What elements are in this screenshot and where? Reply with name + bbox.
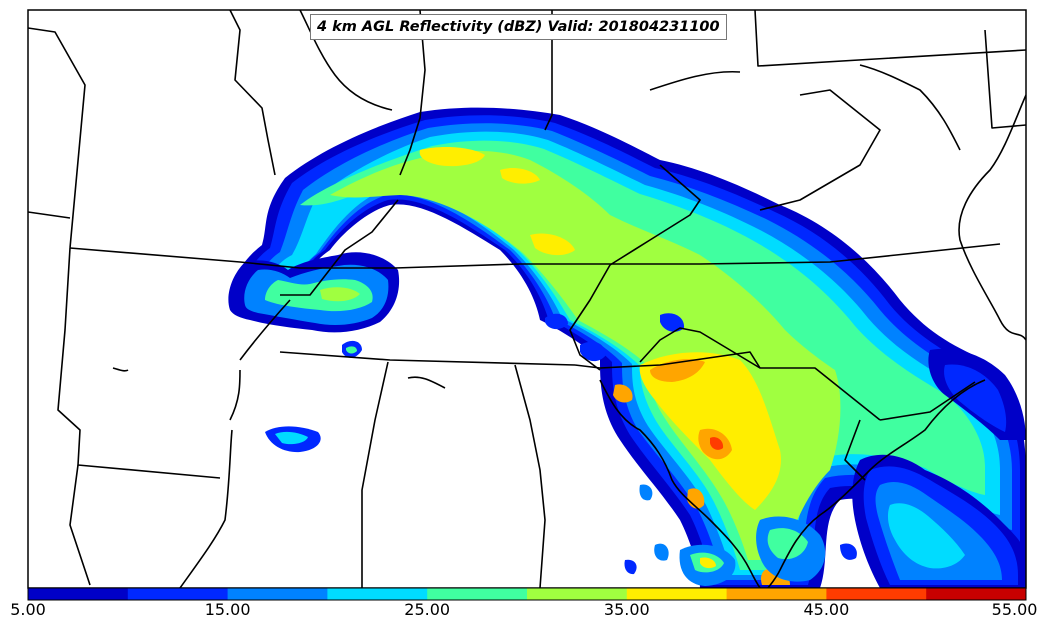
colorbar-segment [626,588,728,600]
colorbar-label: 5.00 [10,600,46,619]
colorbar-segment [826,588,927,600]
colorbar-frame [27,587,1027,601]
colorbar-segment [327,588,428,600]
colorbar-segment [527,588,628,600]
colorbar-label: 25.00 [404,600,451,619]
reflectivity-field [228,107,1026,588]
colorbar-label: 55.00 [991,600,1038,619]
colorbar [27,587,1027,601]
colorbar-label: 35.00 [603,600,650,619]
state-borders [28,10,1026,588]
colorbar-segment [127,588,229,600]
colorbar-label: 15.00 [204,600,251,619]
colorbar-segment [28,588,129,600]
colorbar-segment [427,588,528,600]
map-title: 4 km AGL Reflectivity (dBZ) Valid: 20180… [310,14,727,40]
colorbar-segment [726,588,827,600]
colorbar-segment [227,588,328,600]
colorbar-segment [926,588,1027,600]
colorbar-label: 45.00 [803,600,850,619]
